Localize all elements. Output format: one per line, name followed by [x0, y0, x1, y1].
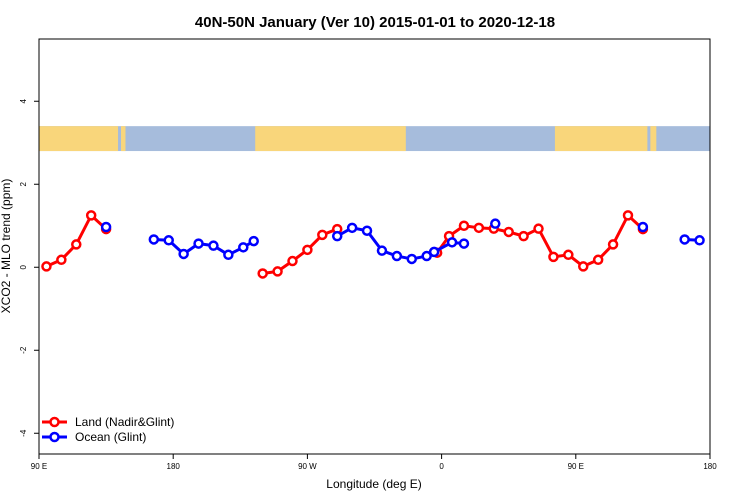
map-band-land — [554, 126, 648, 152]
map-band-land — [650, 126, 657, 152]
series-1-point — [238, 242, 249, 253]
series-1-line — [336, 226, 465, 261]
series-1-point — [178, 248, 189, 260]
series-0-point — [518, 230, 529, 242]
x-tick-label: 180 — [703, 462, 717, 471]
plot-frame — [38, 38, 711, 455]
series-0-point — [533, 223, 544, 234]
series-1-point — [223, 249, 234, 261]
series-1-point — [406, 253, 418, 265]
series-1-point — [637, 221, 649, 233]
legend-ocean-label: Ocean (Glint) — [75, 430, 146, 444]
series-0-point — [56, 254, 67, 266]
x-tick-label: 90 E — [568, 462, 584, 471]
series-1-point — [391, 250, 403, 262]
y-tick-label: 2 — [19, 181, 28, 186]
series-1-point — [490, 218, 501, 229]
map-band-land — [255, 126, 406, 152]
legend-ocean-marker — [49, 431, 60, 443]
series-0-point — [503, 226, 514, 238]
y-tick-label: -4 — [19, 429, 28, 437]
series-1-point — [100, 221, 112, 233]
series-0-point — [458, 220, 470, 231]
series-1-point — [163, 235, 174, 246]
series-1-point — [148, 234, 160, 245]
y-axis-label: XCO2 - MLO trend (ppm) — [0, 179, 13, 314]
series-1-point — [679, 234, 690, 245]
series-0-point — [317, 229, 328, 241]
series-1-point — [694, 235, 705, 246]
y-tick-label: -2 — [19, 346, 28, 354]
legend-land-marker — [49, 416, 60, 428]
series-1-point — [193, 238, 204, 249]
series-0-point — [607, 239, 619, 250]
series-1-point — [421, 250, 432, 262]
series-0-point — [302, 244, 313, 256]
series-0-point — [71, 239, 82, 250]
series-1-point — [331, 230, 343, 242]
series-0-point — [578, 261, 589, 272]
series-1-point — [346, 222, 358, 234]
x-tick-label: 180 — [167, 462, 181, 471]
y-tick-label: 0 — [19, 264, 28, 269]
series-1-point — [376, 245, 388, 256]
map-band — [39, 126, 710, 152]
series-1-point — [428, 246, 440, 258]
map-band-land — [121, 126, 126, 152]
series-0-point — [287, 255, 298, 267]
legend: Land (Nadir&Glint) Ocean (Glint) — [42, 415, 174, 444]
chart-title: 40N-50N January (Ver 10) 2015-01-01 to 2… — [195, 14, 555, 31]
series-0-point — [473, 222, 485, 234]
series-layer — [41, 210, 705, 279]
x-axis-label: Longitude (deg E) — [326, 477, 421, 491]
y-tick-label: 4 — [19, 98, 28, 103]
x-tick-label: 0 — [439, 462, 444, 471]
series-0-point — [41, 261, 52, 272]
series-0-point — [272, 266, 283, 277]
series-1-point — [446, 237, 458, 248]
series-0-point — [622, 210, 634, 221]
legend-land-label: Land (Nadir&Glint) — [75, 415, 174, 429]
x-tick-label: 90 E — [31, 462, 47, 471]
series-1-point — [361, 225, 373, 236]
x-tick-label: 90 W — [298, 462, 317, 471]
series-1-point — [458, 238, 470, 249]
series-0-point — [257, 268, 268, 279]
series-0-point — [563, 249, 574, 261]
x-axis: 90 E 180 90 W 0 90 E 180 — [31, 454, 717, 471]
series-0-point — [85, 210, 97, 221]
map-band-land — [39, 126, 119, 152]
series-0-point — [548, 251, 559, 263]
series-0-point — [592, 254, 604, 266]
series-1-point — [248, 235, 259, 247]
series-1-point — [208, 240, 219, 251]
y-axis: -4 -2 0 2 4 — [19, 98, 39, 437]
